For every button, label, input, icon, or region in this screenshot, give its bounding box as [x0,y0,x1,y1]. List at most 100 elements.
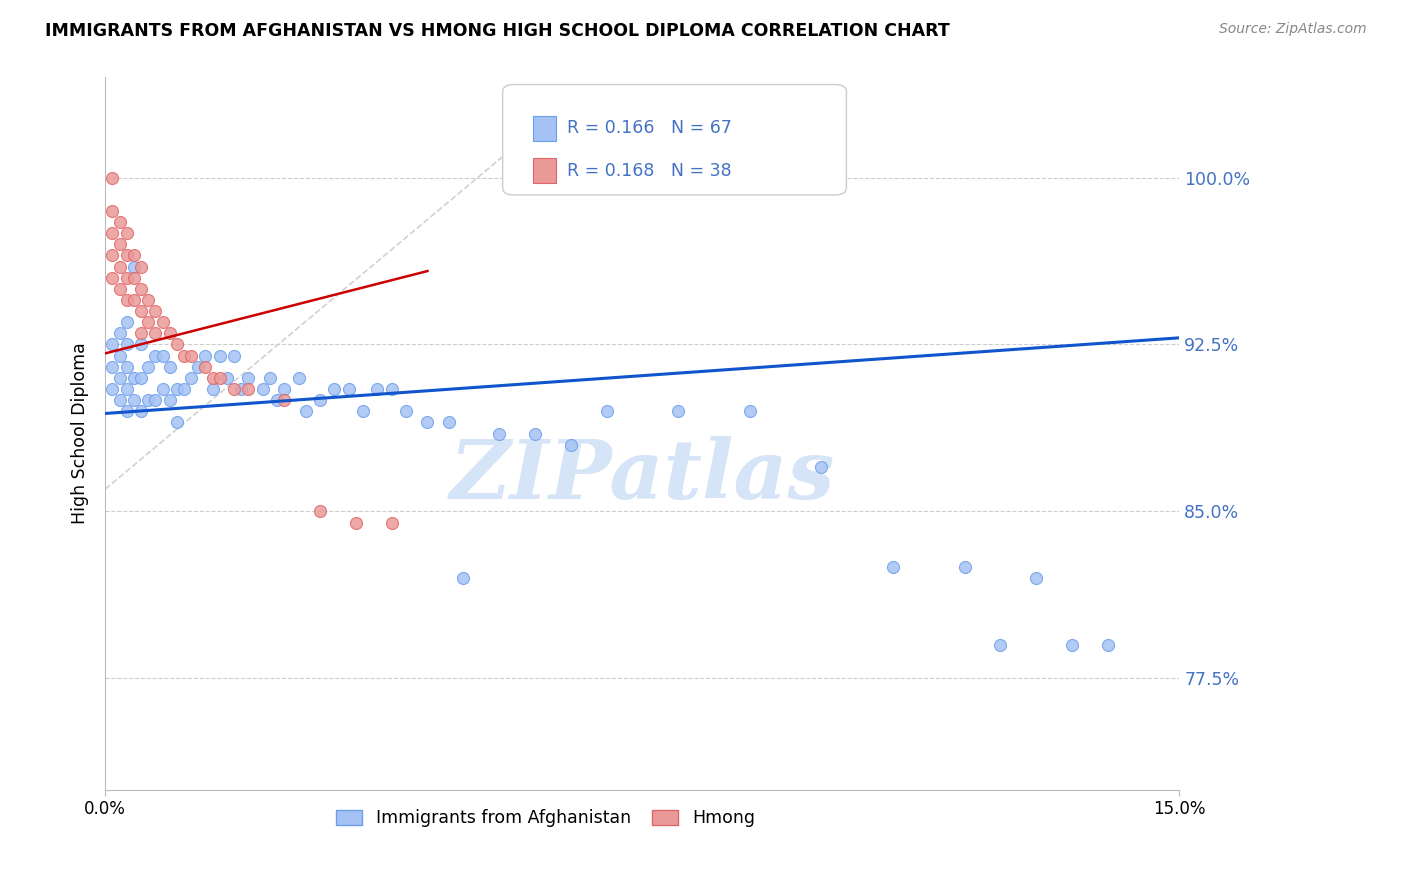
Point [666,404,689,418]
Point [101,248,124,262]
Text: R = 0.168   N = 38: R = 0.168 N = 38 [567,161,731,179]
Point [108,282,131,296]
Point [366,382,388,396]
Point [294,404,316,418]
Point [259,371,281,385]
Point [323,382,346,396]
Point [143,326,166,341]
Text: Source: ZipAtlas.com: Source: ZipAtlas.com [1219,22,1367,37]
Legend: Immigrants from Afghanistan, Hmong: Immigrants from Afghanistan, Hmong [329,803,762,834]
Point [108,215,131,229]
Point [231,382,253,396]
Point [738,404,761,418]
Point [159,359,181,374]
Y-axis label: High School Diploma: High School Diploma [72,343,89,524]
Point [166,337,188,351]
Point [101,337,124,351]
Point [122,293,145,307]
Point [108,326,131,341]
Point [115,293,138,307]
Point [101,359,124,374]
FancyBboxPatch shape [503,85,846,195]
Point [143,304,166,318]
Point [1025,571,1047,585]
Point [166,382,188,396]
Point [115,226,138,240]
Point [108,371,131,385]
Point [453,571,475,585]
Bar [533,116,557,141]
Point [136,315,159,329]
Point [115,315,138,329]
Point [201,382,224,396]
Point [152,349,174,363]
Point [238,371,260,385]
Point [395,404,418,418]
Point [129,304,152,318]
Point [437,416,460,430]
Point [208,349,231,363]
Point [266,393,288,408]
Point [115,337,138,351]
Point [180,349,202,363]
Point [101,382,124,396]
Point [115,359,138,374]
Point [194,349,217,363]
Point [238,382,260,396]
Point [194,359,217,374]
Point [1060,638,1083,652]
Point [136,359,159,374]
Point [381,382,404,396]
Point [201,371,224,385]
Text: ZIPatlas: ZIPatlas [450,436,835,516]
Point [273,382,295,396]
Point [115,404,138,418]
Point [136,393,159,408]
Point [159,326,181,341]
Point [252,382,274,396]
Point [173,382,195,396]
Point [108,260,131,274]
Point [416,416,439,430]
Point [101,270,124,285]
Point [129,404,152,418]
Point [337,382,360,396]
Point [129,326,152,341]
Point [115,270,138,285]
Point [143,349,166,363]
Point [108,393,131,408]
Point [122,260,145,274]
Point [143,393,166,408]
Point [136,293,159,307]
Point [152,382,174,396]
Point [560,437,582,451]
Text: R = 0.166   N = 67: R = 0.166 N = 67 [567,120,733,137]
Point [108,237,131,252]
Point [990,638,1012,652]
Point [122,270,145,285]
Point [595,404,617,418]
Point [129,371,152,385]
Point [122,248,145,262]
Point [115,382,138,396]
Point [287,371,309,385]
Point [159,393,181,408]
Point [273,393,295,408]
Point [101,226,124,240]
Point [523,426,546,441]
Point [309,504,332,518]
Point [166,416,188,430]
Point [309,393,332,408]
Point [108,349,131,363]
Point [810,459,832,474]
Point [129,282,152,296]
Point [344,516,367,530]
Point [129,337,152,351]
Point [882,560,904,574]
Point [224,349,246,363]
Point [187,359,209,374]
Point [208,371,231,385]
Point [115,248,138,262]
Text: IMMIGRANTS FROM AFGHANISTAN VS HMONG HIGH SCHOOL DIPLOMA CORRELATION CHART: IMMIGRANTS FROM AFGHANISTAN VS HMONG HIG… [45,22,949,40]
Point [122,393,145,408]
